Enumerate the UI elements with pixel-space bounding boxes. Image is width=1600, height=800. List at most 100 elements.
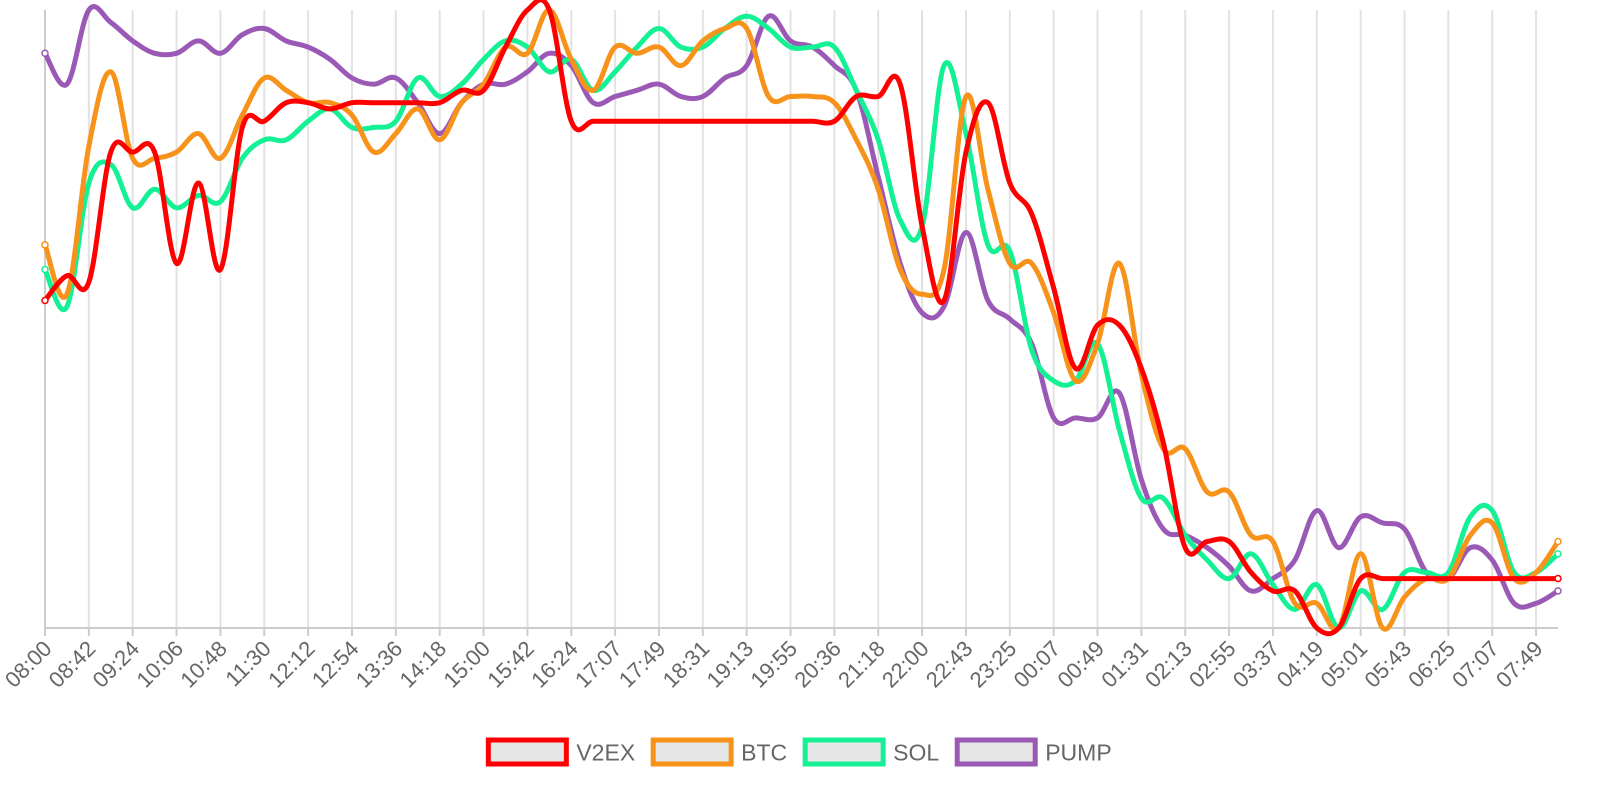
data-point-btc [941,267,947,272]
data-point-v2ex [919,224,925,229]
data-point-sol [766,26,771,31]
data-point-v2ex [1554,574,1562,583]
data-point-v2ex [656,119,662,124]
data-point-sol [1314,582,1319,587]
x-axis-tick-labels: 08:0008:4209:2410:0610:4811:3012:1212:54… [0,628,1548,692]
data-point-pump [876,174,881,180]
x-tick-label: 08:42 [44,636,101,693]
data-point-v2ex [1183,545,1188,550]
data-point-v2ex [284,100,289,105]
data-point-btc [1029,261,1034,266]
x-tick-label: 18:31 [658,636,715,693]
data-point-btc [985,187,991,192]
data-point-sol [1490,508,1495,513]
data-point-btc [1204,489,1210,495]
data-point-sol [349,125,355,130]
data-point-sol [810,44,815,50]
data-point-v2ex [1161,440,1166,445]
data-point-btc [86,143,92,149]
data-point-pump [832,63,837,68]
legend-item-sol[interactable]: SOL [802,737,939,767]
x-tick-label: 12:12 [263,636,320,693]
data-point-v2ex [1029,211,1034,217]
data-point-v2ex [196,180,201,186]
data-point-pump [722,75,727,81]
grid-lines [44,10,1538,628]
data-point-pump [612,94,618,99]
legend-item-btc[interactable]: BTC [650,737,787,767]
x-tick-label: 22:00 [877,636,934,693]
x-tick-label: 09:24 [88,636,145,693]
data-point-pump [1314,508,1319,513]
data-point-pump [766,13,771,19]
data-point-pump [1533,601,1539,606]
x-tick-label: 00:07 [1009,636,1066,693]
data-point-v2ex [985,100,991,105]
data-point-btc [634,51,640,56]
data-point-btc [1402,594,1407,600]
data-point-btc [1226,489,1232,495]
data-point-v2ex [590,119,596,124]
x-tick-label: 04:19 [1272,636,1329,693]
data-point-btc [1270,539,1276,544]
data-point-v2ex [1248,570,1254,575]
data-point-pump [1204,545,1210,550]
x-tick-label: 21:18 [833,636,890,693]
data-point-sol [1204,557,1210,563]
data-point-sol [854,88,859,93]
data-point-pump [174,51,179,56]
x-tick-label: 07:49 [1491,636,1548,693]
data-point-sol [262,137,267,142]
data-point-v2ex [547,7,552,13]
data-point-sol [963,131,969,136]
x-tick-label: 23:25 [965,636,1022,693]
data-point-pump [1358,514,1363,519]
data-point-v2ex [218,267,223,272]
data-point-pump [700,94,706,99]
data-point-btc [1051,310,1056,316]
legend-item-v2ex[interactable]: V2EX [485,737,635,767]
data-point-pump [262,26,267,31]
data-point-btc [810,94,815,99]
data-point-v2ex [503,44,508,50]
data-point-pump [284,38,289,44]
x-tick-label: 08:00 [0,636,57,693]
data-point-btc [1183,446,1188,451]
data-point-pump [1554,587,1562,595]
data-point-btc [108,69,113,75]
data-point-v2ex [1336,625,1341,631]
data-point-pump [305,44,311,50]
data-point-btc [1490,520,1495,526]
data-point-btc [240,112,245,118]
data-point-pump [503,81,508,87]
data-point-sol [1554,550,1562,558]
data-point-btc [788,94,793,99]
data-point-pump [349,75,355,81]
data-point-btc [415,106,420,112]
data-point-btc [1248,533,1254,538]
data-point-v2ex [634,119,640,124]
data-point-sol [240,156,245,161]
data-point-sol [744,13,749,19]
data-point-v2ex [525,7,530,13]
data-point-pump [678,94,684,99]
data-point-btc [262,75,267,81]
legend-item-pump[interactable]: PUMP [954,737,1112,767]
data-point-pump [590,100,596,105]
data-point-btc [656,44,662,50]
data-point-pump [1226,564,1232,569]
data-point-sol [1117,428,1122,433]
data-point-btc [1468,533,1473,538]
data-point-v2ex [415,100,420,105]
data-point-v2ex [612,119,618,124]
data-point-pump [393,75,399,81]
data-point-pump [1248,588,1254,594]
data-point-sol [678,44,684,50]
x-tick-label: 19:55 [745,636,802,693]
data-point-sol [415,75,420,81]
x-tick-label: 17:49 [614,636,671,693]
data-point-v2ex [897,81,903,87]
data-point-pump [1073,415,1078,421]
data-point-v2ex [876,94,881,99]
data-point-pump [525,69,530,75]
